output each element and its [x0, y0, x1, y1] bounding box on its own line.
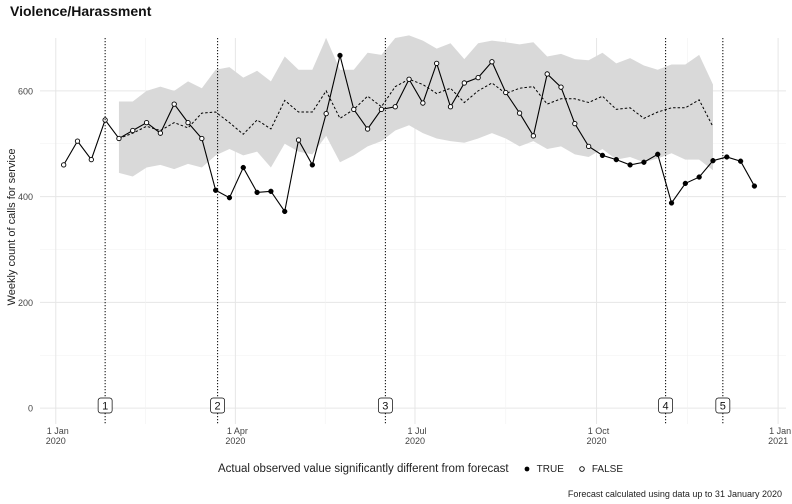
data-point [434, 60, 440, 67]
data-point [378, 106, 385, 113]
legend-title: Actual observed value significantly diff… [218, 463, 509, 475]
data-point-significant [337, 52, 343, 59]
data-point-significant [268, 188, 274, 194]
data-point [199, 135, 205, 142]
x-tick-label: 1 Jan [47, 426, 69, 436]
data-point [61, 162, 67, 168]
data-point-significant [282, 208, 288, 215]
x-tick-label: 1 Apr [227, 426, 248, 436]
forecast-band [118, 35, 713, 177]
data-point [461, 80, 467, 86]
y-tick-label: 0 [28, 404, 33, 414]
data-point-significant [724, 154, 730, 160]
x-tick-label: 1 Jan [769, 426, 791, 436]
x-tick-label: 1 Jul [407, 426, 426, 436]
data-point [489, 59, 495, 65]
data-point-significant [655, 151, 661, 157]
legend-item-false: FALSE [578, 464, 623, 475]
data-point [558, 84, 564, 90]
x-tick-label: 1 Oct [588, 426, 610, 436]
data-point [157, 130, 164, 136]
y-tick-label: 200 [18, 298, 33, 308]
annotation-label: 5 [720, 401, 726, 413]
data-point [572, 121, 578, 127]
legend-marker-filled [524, 466, 530, 472]
data-point [392, 104, 398, 110]
data-point-significant [710, 158, 716, 164]
x-tick-label: 2021 [768, 436, 788, 446]
data-point [74, 138, 81, 144]
data-point [143, 119, 150, 126]
annotation-box [210, 397, 225, 414]
data-point-significant [668, 200, 675, 206]
data-point [171, 101, 177, 107]
annotation-label: 3 [382, 401, 388, 413]
annotation-label: 4 [663, 401, 669, 413]
data-point [420, 100, 426, 106]
data-point-significant [240, 164, 246, 171]
data-point [364, 126, 371, 132]
forecast-interval-band [118, 35, 713, 177]
legend-label-false: FALSE [591, 463, 624, 475]
data-point [185, 119, 191, 126]
actual-points [61, 52, 758, 215]
data-point [116, 135, 122, 142]
data-point [130, 127, 136, 134]
annotation-label: 2 [215, 401, 221, 413]
data-point [475, 75, 481, 81]
annotation-box [658, 397, 673, 414]
data-point-significant [737, 158, 744, 164]
data-point [530, 133, 537, 139]
data-point-significant [254, 189, 260, 196]
data-point [295, 137, 302, 143]
x-tick-label: 2020 [405, 436, 425, 446]
legend-label-true: TRUE [536, 463, 564, 475]
data-point-significant [599, 152, 606, 159]
data-point-significant [212, 187, 219, 193]
legend-marker-open [579, 466, 585, 472]
x-tick-label: 2020 [587, 436, 607, 446]
data-point-significant [613, 156, 619, 163]
forecast-caption: Forecast calculated using data up to 31 … [567, 489, 782, 499]
data-point-significant [627, 162, 633, 168]
legend: Actual observed value significantly diff… [218, 463, 637, 475]
x-tick-label: 2020 [225, 436, 245, 446]
data-point-significant [696, 174, 702, 180]
data-point [88, 156, 94, 163]
data-point [544, 71, 550, 77]
data-point-significant [682, 180, 688, 187]
data-point [447, 104, 454, 110]
data-point-significant [309, 162, 315, 168]
data-point-significant [641, 159, 647, 165]
y-tick-label: 600 [18, 86, 33, 96]
forecast-series-line [118, 78, 714, 139]
forecast-line [118, 78, 714, 139]
y-tick-labels: 0 200 400 600 [18, 86, 33, 413]
chart-title: Violence/Harassment [10, 3, 152, 19]
data-point [323, 110, 329, 117]
data-point [585, 143, 592, 150]
annotation-box [97, 397, 113, 414]
data-point [516, 110, 523, 116]
annotation-label: 1 [102, 401, 108, 413]
annotation-box [715, 397, 731, 414]
x-tick-label: 2020 [46, 436, 66, 446]
data-point-significant [226, 195, 233, 201]
data-point [406, 76, 412, 82]
data-point-significant [751, 183, 758, 189]
event-annotations: 1 2 3 4 5 [97, 38, 731, 424]
annotation-box [378, 397, 393, 414]
data-point [503, 89, 509, 96]
legend-item-true: TRUE [523, 464, 564, 475]
data-point [351, 106, 357, 113]
y-tick-label: 400 [18, 192, 33, 202]
